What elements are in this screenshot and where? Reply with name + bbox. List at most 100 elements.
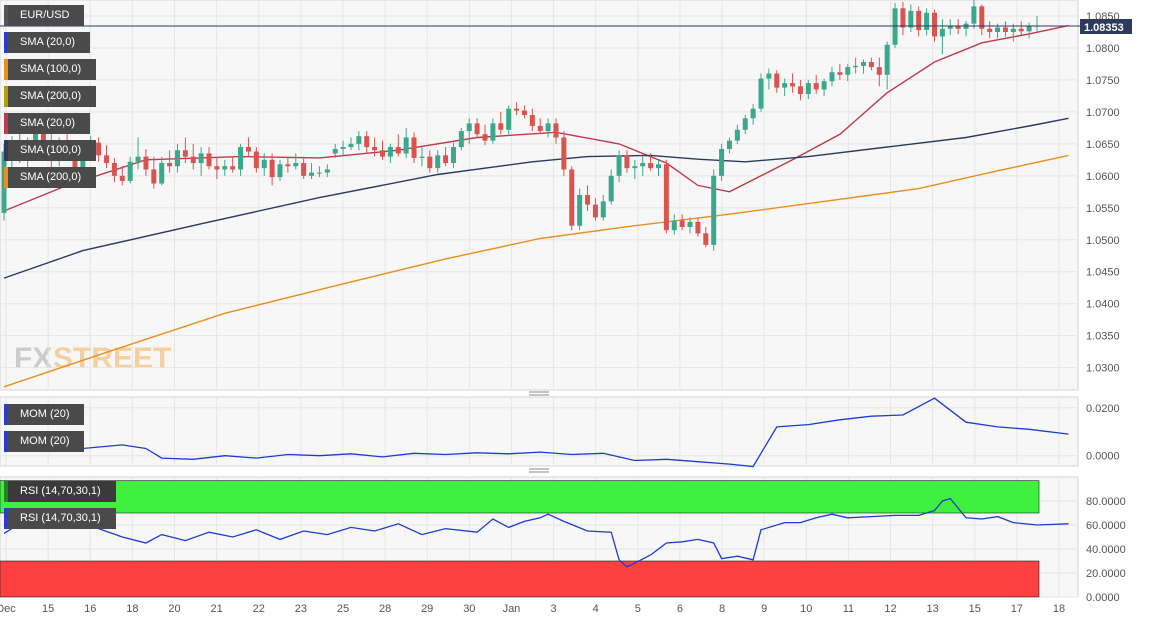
- current-price-tag: 1.08353: [1080, 19, 1132, 34]
- candle-bearish: [214, 166, 220, 170]
- candle-bearish: [253, 151, 259, 169]
- candle-bearish: [561, 137, 567, 170]
- candle-bearish: [395, 147, 401, 154]
- legend-sma100-primary[interactable]: SMA (100,0): [4, 59, 96, 80]
- candle-bullish: [892, 8, 898, 45]
- candle-bullish: [671, 220, 677, 231]
- x-tick-label: 20: [168, 603, 180, 615]
- candle-bullish: [340, 147, 346, 149]
- candle-bullish: [719, 148, 725, 176]
- candle-bearish: [111, 163, 117, 176]
- x-tick-label: 22: [253, 603, 265, 615]
- legend-sma100-secondary[interactable]: SMA (100,0): [4, 140, 96, 161]
- candle-bullish: [261, 159, 267, 169]
- candle-bullish: [450, 147, 456, 164]
- candle-bearish: [119, 175, 125, 181]
- candle-bearish: [703, 233, 709, 245]
- candle-bullish: [939, 28, 945, 37]
- candle-bearish: [663, 164, 669, 231]
- candle-bearish: [151, 169, 157, 184]
- candle-bearish: [537, 125, 543, 132]
- rsi-oversold-zone: [0, 560, 1040, 598]
- candle-bearish: [245, 147, 251, 152]
- candle-bearish: [679, 220, 685, 227]
- legend-sma20-secondary[interactable]: SMA (20,0): [4, 113, 90, 134]
- watermark-street: STREET: [53, 342, 171, 375]
- x-tick-label: 28: [379, 603, 391, 615]
- legend-sma200-secondary[interactable]: SMA (200,0): [4, 167, 96, 188]
- indicator-layer: [3, 397, 1069, 568]
- candle-bearish: [1018, 28, 1024, 32]
- candle-bearish: [411, 137, 417, 158]
- legend-pair[interactable]: EUR/USD: [4, 5, 84, 26]
- candle-bearish: [474, 123, 480, 135]
- panel-splitter[interactable]: [529, 468, 549, 473]
- candle-bullish: [632, 166, 638, 169]
- candle-bearish: [104, 155, 110, 164]
- candle-bearish: [443, 155, 449, 164]
- candle-bullish: [293, 163, 299, 167]
- candle-bullish: [316, 172, 322, 174]
- candle-bullish: [845, 67, 851, 75]
- x-tick-label: 11: [843, 603, 854, 615]
- candle-bullish: [711, 175, 717, 245]
- candle-bullish: [758, 78, 764, 109]
- candle-bullish: [159, 163, 165, 184]
- panel-splitter[interactable]: [529, 391, 549, 396]
- legend-sma20-primary[interactable]: SMA (20,0): [4, 32, 90, 53]
- candle-bullish: [356, 136, 362, 144]
- x-tick-label: 5: [635, 603, 641, 615]
- mom-tick-label: 0.0000: [1086, 451, 1120, 463]
- candle-bearish: [900, 8, 906, 28]
- x-tick-label: 13: [927, 603, 939, 615]
- candle-bearish: [40, 131, 46, 141]
- candle-bearish: [372, 147, 378, 151]
- candle-bullish: [332, 148, 338, 154]
- candle-bearish: [364, 136, 370, 148]
- legend-mom-primary[interactable]: MOM (20): [4, 404, 84, 425]
- candle-bullish: [1026, 25, 1032, 32]
- price-tick-label: 1.0450: [1086, 267, 1120, 279]
- momentum-panel: [0, 396, 1079, 467]
- candle-bullish: [324, 169, 330, 173]
- candle-bearish: [790, 83, 796, 87]
- x-tick-label: 10: [800, 603, 812, 615]
- legend-mom-secondary[interactable]: MOM (20): [4, 431, 84, 452]
- candle-bearish: [774, 73, 780, 88]
- candle-bearish: [868, 62, 874, 68]
- candle-bullish: [829, 72, 835, 82]
- x-tick-label: 29: [421, 603, 433, 615]
- candle-bullish: [238, 147, 244, 170]
- candle-bullish: [971, 6, 977, 24]
- rsi-line: [3, 497, 1069, 568]
- candle-bullish: [853, 65, 859, 68]
- candle-bullish: [277, 164, 283, 178]
- price-tick-label: 1.0700: [1086, 107, 1120, 119]
- x-tick-label: Dec: [0, 603, 16, 615]
- x-tick-label: 21: [210, 603, 222, 615]
- candle-bullish: [908, 10, 914, 28]
- candle-bearish: [797, 86, 803, 94]
- candle-bearish: [143, 156, 149, 170]
- x-tick-label: 8: [719, 603, 725, 615]
- candle-bearish: [498, 123, 504, 130]
- legend-sma200-primary[interactable]: SMA (200,0): [4, 86, 96, 107]
- candle-bearish: [837, 72, 843, 75]
- candle-bullish: [490, 123, 496, 141]
- candle-bullish: [805, 83, 811, 94]
- candle-bearish: [1002, 27, 1008, 32]
- price-tick-label: 1.0400: [1086, 299, 1120, 311]
- candle-bullish: [419, 156, 425, 158]
- legend-rsi-primary[interactable]: RSI (14,70,30,1): [4, 481, 116, 502]
- price-tick-label: 1.0350: [1086, 331, 1120, 343]
- x-tick-label: 15: [969, 603, 981, 615]
- legend-rsi-secondary[interactable]: RSI (14,70,30,1): [4, 508, 116, 529]
- candle-bullish: [387, 147, 393, 157]
- candle-bullish: [198, 153, 204, 164]
- candle-bearish: [285, 164, 291, 167]
- candle-bearish: [182, 150, 188, 157]
- candle-bullish: [222, 166, 228, 170]
- candle-bullish: [750, 108, 756, 119]
- candle-bullish: [600, 201, 606, 218]
